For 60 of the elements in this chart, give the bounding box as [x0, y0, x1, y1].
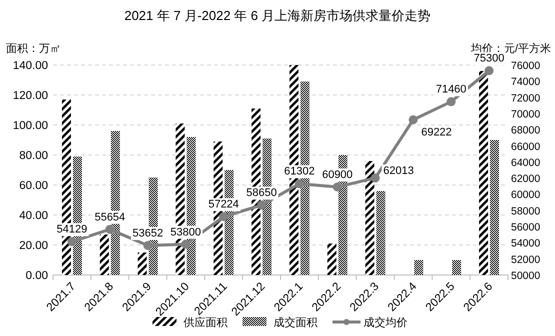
data-label: 75300	[474, 52, 504, 65]
data-label: 61302	[284, 166, 315, 178]
y2-tick-label: 50000	[511, 270, 540, 282]
bar	[365, 161, 374, 275]
data-label: 69222	[421, 126, 452, 139]
point	[257, 200, 266, 210]
data-label: 62013	[383, 164, 414, 177]
bar	[100, 234, 109, 275]
y2-tick-label: 58000	[511, 205, 540, 218]
y2-tick-label: 74000	[511, 76, 540, 88]
data-label: 60900	[322, 168, 353, 181]
legend-label: 成交面积	[274, 316, 318, 329]
y2-tick-label: 60000	[511, 189, 540, 202]
y2-tick-label: 64000	[511, 156, 540, 169]
point	[370, 173, 380, 182]
data-label: 55654	[94, 211, 126, 224]
data-label: 53800	[170, 226, 202, 238]
chart-title: 2021 年 7 月-2022 年 6 月上海新房市场供求量价走势	[124, 8, 431, 23]
y-tick-label: 120.00	[12, 90, 48, 102]
point	[408, 115, 418, 124]
y2-tick-label: 66000	[511, 140, 540, 153]
y2-tick-label: 52000	[511, 254, 540, 266]
data-label: 54129	[56, 224, 88, 236]
y2-tick-label: 76000	[511, 60, 540, 72]
y2-tick-label: 56000	[511, 222, 540, 234]
data-label: 58650	[246, 187, 277, 200]
bar	[327, 244, 336, 275]
data-label: 57224	[208, 198, 239, 211]
point	[484, 66, 494, 76]
y-tick-label: 20.00	[19, 240, 48, 252]
bar	[414, 260, 424, 275]
point	[181, 240, 190, 249]
y-tick-label: 40.00	[19, 210, 48, 222]
bar	[138, 252, 147, 275]
y-axis-title: 面积：万㎡	[6, 43, 61, 55]
legend-label: 成交均价	[364, 316, 408, 329]
y2-tick-label: 72000	[511, 92, 540, 104]
y2-tick-label: 68000	[511, 124, 540, 137]
y2-tick-label: 62000	[511, 173, 540, 186]
y-tick-label: 0.00	[26, 270, 48, 282]
point	[143, 241, 152, 250]
y-tick-label: 60.00	[19, 180, 48, 192]
bar	[376, 191, 386, 275]
y-tick-label: 80.00	[19, 150, 48, 162]
y2-tick-label: 70000	[511, 108, 540, 120]
point	[294, 179, 304, 188]
point	[219, 212, 228, 222]
bar	[479, 71, 488, 275]
bar	[452, 260, 462, 275]
point	[105, 224, 114, 234]
point	[446, 97, 456, 106]
data-label: 71460	[436, 84, 466, 96]
point	[332, 182, 342, 192]
y-tick-label: 140.00	[12, 60, 48, 72]
data-label: 53652	[132, 228, 164, 240]
legend-label: 供应面积	[184, 316, 228, 329]
bar	[490, 140, 500, 275]
y2-tick-label: 54000	[511, 238, 540, 250]
point	[67, 237, 76, 246]
y-tick-label: 100.00	[12, 120, 48, 132]
